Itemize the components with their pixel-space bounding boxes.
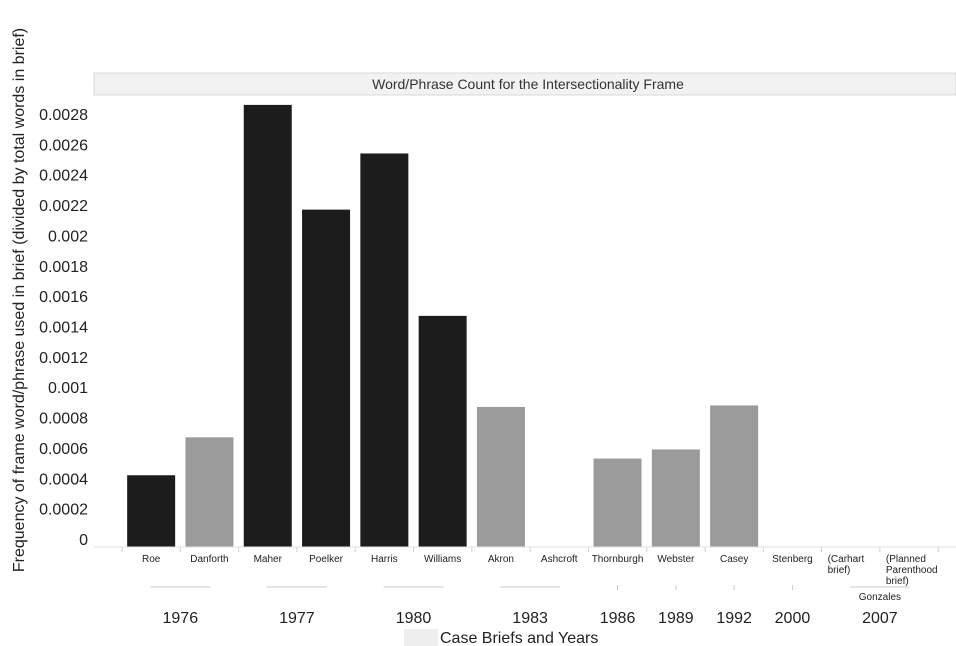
y-tick-label: 0.0028 (39, 107, 88, 124)
category-label: Poelker (309, 554, 344, 565)
bars (127, 104, 759, 548)
bar (710, 405, 759, 547)
bar (593, 458, 642, 547)
category-label: Maher (254, 554, 283, 565)
chart-title: Word/Phrase Count for the Intersectional… (372, 76, 684, 92)
category-label: Ashcroft (541, 554, 578, 565)
bar (476, 406, 525, 547)
y-tick-label: 0.0006 (39, 441, 88, 458)
bar (185, 437, 234, 547)
year-group-label: 1977 (279, 610, 315, 627)
y-axis-title: Frequency of frame word/phrase used in b… (11, 28, 28, 572)
y-tick-label: 0.0022 (39, 198, 88, 215)
category-label: (Planned Parenthood brief) (886, 554, 938, 587)
category-labels: Roe Danforth Maher Poelker Harris Williams Akr… (142, 554, 938, 587)
y-axis-ticks: 0 0.0002 0.0004 0.0006 0.0008 0.001 0.0012 0.00… (39, 107, 88, 549)
year-group-label: 1980 (396, 610, 432, 627)
category-label: Webster (657, 554, 695, 565)
year-group-sublabel: Gonzales (859, 592, 901, 603)
bar (127, 475, 176, 547)
year-group-label: 1976 (163, 610, 199, 627)
y-tick-label: 0.002 (48, 228, 88, 245)
y-tick-label: 0.0012 (39, 350, 88, 367)
year-group-label: 2000 (775, 610, 811, 627)
year-group-label: 1983 (512, 610, 548, 627)
category-label: (Carhart brief) (828, 554, 865, 576)
y-tick-label: 0.0018 (39, 259, 88, 276)
bar (360, 153, 409, 547)
chart-title-banner (93, 72, 956, 96)
y-tick-label: 0.0016 (39, 289, 88, 306)
category-label: Williams (424, 554, 461, 565)
year-groups: 1976 1977 1980 1983 1986 1989 1992 2000 Gonzales… (150, 585, 910, 627)
y-tick-label: 0.0026 (39, 137, 88, 154)
bar (302, 209, 351, 547)
y-tick-label: 0.0008 (39, 411, 88, 428)
y-tick-label: 0.0014 (39, 320, 88, 337)
year-group-label: 2007 (862, 610, 898, 627)
category-label: Casey (720, 554, 748, 565)
y-tick-label: 0.0004 (39, 471, 88, 488)
category-label: Thornburgh (592, 554, 644, 565)
category-label: Harris (371, 554, 398, 565)
y-tick-label: 0.0024 (39, 168, 88, 185)
bar (651, 449, 700, 547)
category-label: Stenberg (772, 554, 813, 565)
y-tick-label: 0 (79, 532, 88, 549)
x-axis-title-swatch (404, 629, 438, 646)
y-tick-label: 0.0002 (39, 502, 88, 519)
bar (243, 104, 292, 548)
category-label: Danforth (190, 554, 228, 565)
x-axis-title: Case Briefs and Years (440, 630, 598, 646)
y-tick-label: 0.001 (48, 380, 88, 397)
year-group-label: 1986 (600, 610, 636, 627)
category-label: Akron (488, 554, 514, 565)
x-axis-ticks (121, 547, 939, 552)
category-label: Roe (142, 554, 161, 565)
bar (418, 315, 467, 547)
year-group-label: 1992 (716, 610, 752, 627)
year-group-label: 1989 (658, 610, 694, 627)
